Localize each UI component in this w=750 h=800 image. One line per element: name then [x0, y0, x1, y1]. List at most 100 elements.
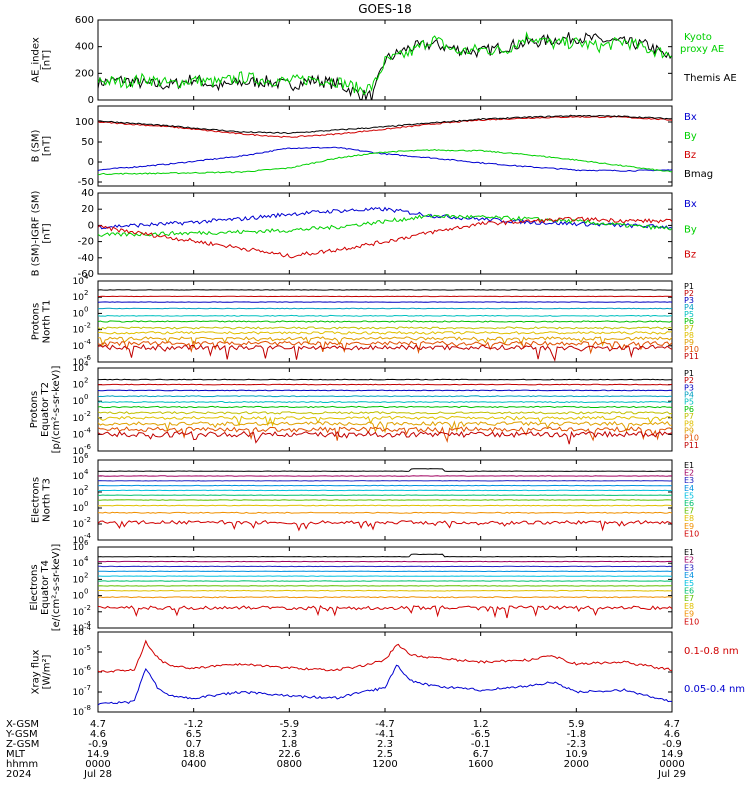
y-tick-label: 10	[73, 397, 85, 407]
channel-label-p10: P10	[684, 434, 699, 443]
y-tick-exponent: -2	[84, 604, 91, 612]
y-axis-label: [e/(cm²-s-sr-keV)]	[51, 544, 62, 632]
channel-line-e10	[98, 604, 672, 619]
y-tick-label: 10	[73, 628, 85, 638]
ephemeris-value: Jul 28	[83, 769, 112, 780]
y-axis-label: Electrons	[29, 564, 40, 610]
y-tick-label: 50	[81, 137, 94, 148]
y-tick-exponent: -2	[84, 516, 91, 524]
y-axis-label: Equator T4	[40, 560, 51, 615]
y-tick-label: -60	[78, 269, 94, 280]
series-line-bx	[98, 206, 672, 230]
channel-label-p8: P8	[684, 331, 694, 340]
y-tick-exponent: 0	[84, 305, 88, 313]
y-axis-label: North T3	[42, 478, 53, 522]
ephemeris-value: 0000	[659, 759, 684, 770]
channel-line-p1	[98, 378, 672, 381]
plot-area	[98, 289, 672, 362]
y-tick-label: 10	[73, 688, 85, 698]
plot-area	[98, 31, 672, 100]
channel-label-p7: P7	[684, 412, 694, 421]
ephemeris-value: 0.7	[186, 739, 202, 750]
channel-label-p1: P1	[684, 369, 694, 378]
channel-line-p11	[98, 344, 672, 362]
channel-label-e2: E2	[684, 556, 694, 565]
y-axis-label: [nT]	[42, 223, 53, 243]
panel-bsm: -50 0 50 100 B (SM) [nT] Bx By Bz Bmag	[31, 105, 713, 188]
plot-area	[98, 114, 672, 176]
channel-label-p11: P11	[684, 352, 699, 361]
ephemeris-value: 18.8	[183, 749, 205, 760]
channel-label-e10: E10	[684, 529, 699, 538]
legend-entry: Kyoto	[684, 32, 712, 43]
ephemeris-row-label: hhmm	[6, 759, 38, 770]
ephemeris-value: 14.9	[87, 749, 109, 760]
y-tick-exponent: -6	[84, 354, 92, 362]
legend-entry: Bx	[684, 199, 697, 210]
channel-line-p5	[98, 314, 672, 317]
y-tick-exponent: -5	[84, 644, 91, 652]
ephemeris-row-label: 2024	[6, 769, 31, 780]
ephemeris-row-label: Y-GSM	[5, 729, 38, 740]
ephemeris-value: 1200	[372, 759, 397, 770]
y-axis-label: [p/(cm²-s-sr-keV)]	[51, 366, 62, 454]
channel-line-p5	[98, 400, 672, 404]
channel-label-p2: P2	[684, 376, 694, 385]
panel-frame	[97, 631, 673, 713]
series-line-bx	[98, 146, 672, 172]
y-tick-label: 10	[73, 520, 85, 530]
y-axis-label: B (SM)	[31, 129, 42, 162]
channel-label-p3: P3	[684, 383, 694, 392]
ephemeris-value: -4.7	[375, 719, 395, 730]
y-tick-label: 10	[73, 430, 85, 440]
ephemeris-value: -1.2	[184, 719, 204, 730]
channel-line-p10	[98, 426, 672, 444]
y-tick-exponent: -4	[84, 620, 92, 628]
y-tick-exponent: 6	[84, 539, 89, 547]
y-tick-exponent: -4	[84, 426, 92, 434]
panel-frame	[97, 192, 673, 275]
ephemeris-value: 2000	[564, 759, 589, 770]
ephemeris-value: 6.5	[186, 729, 202, 740]
y-axis-label: B (SM)-IGRF (SM)	[31, 191, 42, 277]
channel-line-p7	[98, 411, 672, 415]
ephemeris-value: 4.7	[90, 719, 106, 730]
channel-label-p6: P6	[684, 405, 694, 414]
y-tick-label: 10	[73, 414, 85, 424]
series-line-bz	[98, 216, 672, 259]
legend-entry: Themis AE	[683, 73, 737, 84]
channel-line-e8	[98, 504, 672, 507]
ephemeris-value: -0.1	[471, 739, 491, 750]
y-tick-label: 10	[73, 342, 85, 352]
series-line-bmag	[98, 114, 672, 135]
y-tick-label: 0	[88, 220, 94, 231]
series-line-by	[98, 148, 672, 176]
channel-line-e9	[98, 596, 672, 599]
y-tick-exponent: 4	[84, 360, 89, 368]
legend-entry: 0.1-0.8 nm	[684, 646, 739, 657]
y-axis-label: Electrons	[31, 477, 42, 523]
channel-label-e5: E5	[684, 491, 694, 500]
series-line-0-1-0-8-nm	[98, 639, 672, 673]
y-tick-exponent: 2	[84, 484, 88, 492]
channel-label-e7: E7	[684, 507, 694, 516]
channel-line-e10	[98, 519, 672, 532]
y-tick-exponent: -4	[84, 338, 92, 346]
panel-frame	[97, 19, 673, 101]
channel-label-e3: E3	[684, 476, 694, 485]
y-tick-label: 10	[73, 326, 85, 336]
y-tick-exponent: 0	[84, 588, 88, 596]
y-tick-exponent: 6	[84, 452, 89, 460]
y-tick-label: 10	[73, 488, 85, 498]
series-line-kyoto-proxy-ae	[98, 31, 672, 96]
ephemeris-value: 1.8	[281, 739, 297, 750]
y-tick-exponent: 2	[84, 377, 88, 385]
channel-label-e1: E1	[684, 548, 694, 557]
y-tick-label: 10	[73, 504, 85, 514]
channel-line-e7	[98, 585, 672, 587]
ephemeris-value: Jul 29	[657, 769, 686, 780]
